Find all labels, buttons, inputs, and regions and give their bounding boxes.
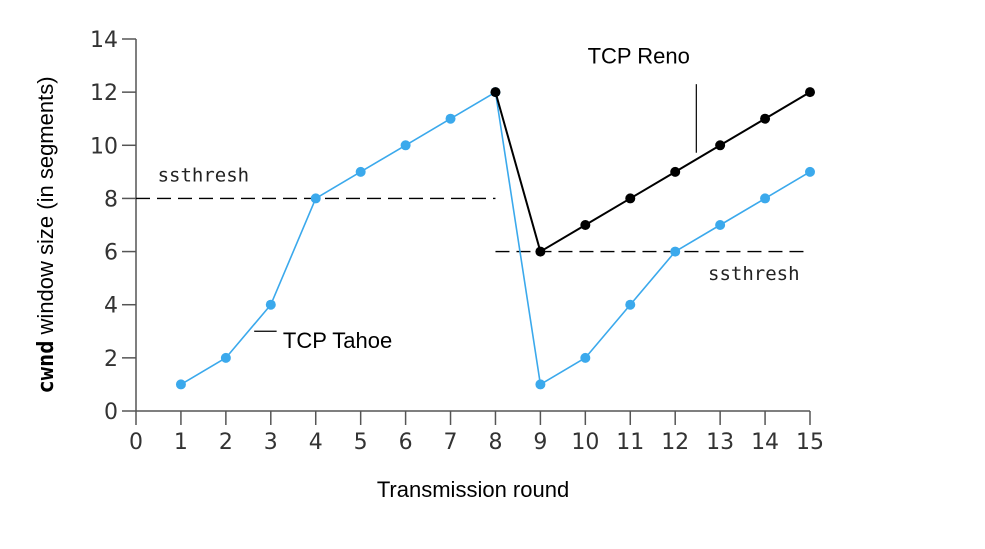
y-tick-label: 6 (104, 241, 118, 266)
tcp-reno-point (670, 166, 681, 177)
y-axis-title-code: cwnd (34, 341, 59, 394)
tcp-tahoe-point (805, 166, 815, 177)
tcp-tahoe-point (265, 299, 276, 310)
tcp-tahoe-point (175, 379, 186, 390)
x-axis-title: Transmission round (377, 477, 569, 502)
tcp-reno-point (490, 87, 501, 98)
tcp-tahoe-point (400, 140, 411, 151)
ssthresh-lines (136, 197, 810, 253)
x-tick-label: 13 (706, 430, 734, 455)
tcp-tahoe-point (670, 246, 681, 257)
tcp-reno-point (580, 220, 591, 230)
annotations: TCP Reno TCP Tahoe ssthresh ssthresh (158, 43, 800, 352)
tcp-tahoe-point (310, 193, 321, 204)
y-tick-label: 12 (90, 81, 118, 106)
x-tick-label: 4 (309, 430, 323, 455)
ssthresh-label-upper: ssthresh (158, 164, 250, 186)
x-ticks: 0 1 2 3 4 5 6 7 8 9 10 11 12 13 14 15 (129, 411, 824, 455)
y-axis-title-rest: window size (in segments) (33, 76, 58, 340)
y-tick-label: 8 (104, 187, 118, 212)
x-tick-label: 7 (444, 430, 458, 455)
y-axis-title: cwnd window size (in segments) (33, 76, 59, 393)
x-tick-label: 12 (661, 430, 689, 455)
x-tick-label: 6 (399, 430, 413, 455)
x-tick-label: 2 (219, 430, 233, 455)
tcp-reno-point (760, 113, 771, 124)
y-ticks: 0 2 4 6 8 10 12 14 (90, 28, 136, 425)
y-tick-label: 2 (104, 347, 118, 372)
x-tick-label: 8 (488, 430, 502, 455)
tcp-tahoe-point (715, 220, 726, 230)
x-tick-label: 1 (174, 430, 188, 455)
tcp-reno-point (805, 87, 815, 98)
y-tick-label: 14 (90, 28, 118, 53)
tcp-tahoe-point (535, 379, 546, 390)
x-tick-label: 15 (796, 430, 824, 455)
tcp-tahoe-point (580, 352, 591, 363)
tcp-reno-label: TCP Reno (588, 43, 690, 68)
x-tick-label: 11 (616, 430, 644, 455)
x-tick-label: 14 (751, 430, 779, 455)
tcp-tahoe-point (220, 352, 231, 363)
tcp-tahoe-point (760, 193, 771, 204)
y-tick-label: 4 (104, 294, 118, 319)
series-group (175, 87, 815, 390)
y-tick-label: 10 (90, 134, 118, 159)
tcp-tahoe-label: TCP Tahoe (283, 328, 392, 353)
tcp-tahoe-point (625, 299, 636, 310)
tcp-tahoe-point (445, 113, 456, 124)
tcp-tahoe-point (355, 166, 366, 177)
tcp-reno-point (715, 140, 726, 151)
x-tick-label: 9 (533, 430, 547, 455)
tcp-reno-point (535, 246, 546, 257)
tcp-reno-point (625, 193, 636, 204)
x-tick-label: 5 (354, 430, 368, 455)
x-tick-label: 0 (129, 430, 143, 455)
ssthresh-label-lower: ssthresh (708, 263, 800, 285)
tcp-tahoe-line (180, 91, 811, 386)
x-tick-label: 3 (264, 430, 278, 455)
y-tick-label: 0 (104, 400, 118, 425)
tcp-reno-line (494, 91, 811, 253)
x-tick-label: 10 (571, 430, 599, 455)
